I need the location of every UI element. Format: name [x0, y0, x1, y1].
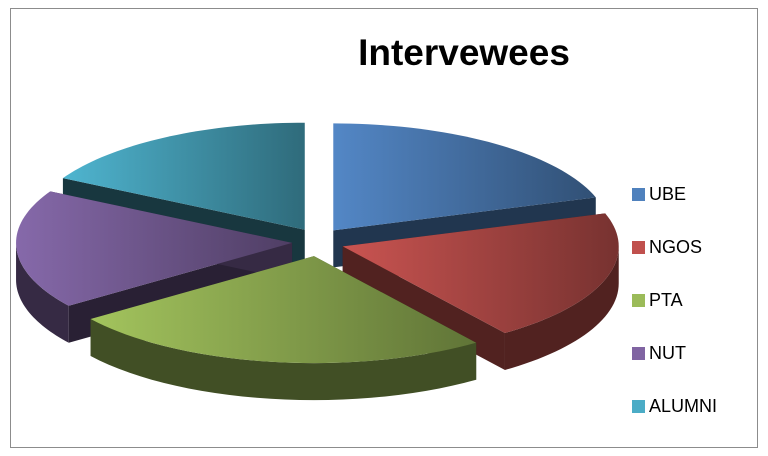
slice-top-face: [333, 123, 596, 231]
legend-item-pta: PTA: [632, 274, 717, 327]
legend-swatch: [632, 400, 645, 413]
chart-legend: UBE NGOS PTA NUT ALUMNI: [632, 168, 717, 433]
legend-item-nut: NUT: [632, 327, 717, 380]
legend-label: UBE: [649, 184, 687, 204]
slice-top-face: [62, 122, 305, 230]
legend-item-alumni: ALUMNI: [632, 380, 717, 433]
slice-outer-wall: [504, 246, 619, 370]
legend-label: NUT: [649, 343, 686, 363]
legend-swatch: [632, 188, 645, 201]
slice-top-face: [342, 213, 619, 333]
slice-top-face: [90, 256, 477, 364]
pie-slice-pta: [90, 256, 477, 401]
slice-outer-wall: [16, 242, 69, 343]
slice-top-face: [16, 191, 293, 306]
legend-label: PTA: [649, 290, 683, 310]
legend-label: NGOS: [649, 237, 703, 257]
chart-title: Intervewees: [358, 32, 570, 73]
legend-swatch: [632, 241, 645, 254]
legend-item-ngos: NGOS: [632, 221, 717, 274]
legend-swatch: [632, 347, 645, 360]
legend-swatch: [632, 294, 645, 307]
slice-outer-wall: [90, 319, 477, 401]
legend-label: ALUMNI: [649, 396, 718, 416]
legend-item-ube: UBE: [632, 168, 717, 221]
